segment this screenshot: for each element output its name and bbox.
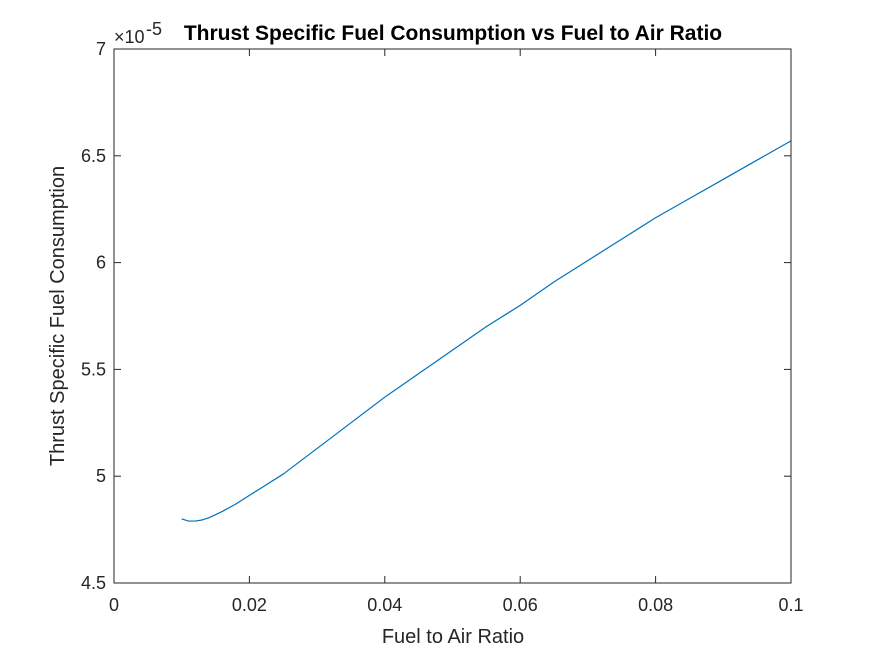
- series-line-0: [181, 140, 792, 522]
- y-tick-label: 5.5: [81, 359, 106, 379]
- y-tick-label: 5: [96, 466, 106, 486]
- axes-box: [113, 48, 792, 584]
- chart-title: Thrust Specific Fuel Consumption vs Fuel…: [184, 22, 722, 45]
- y-tick-label: 4.5: [81, 573, 106, 593]
- plot-lines: [181, 140, 792, 522]
- x-tick-label: 0.1: [778, 595, 803, 615]
- x-axis-label: Fuel to Air Ratio: [382, 626, 524, 648]
- y-tick-label: 6.5: [81, 146, 106, 166]
- plot-background: [114, 49, 791, 583]
- y-axis-label: Thrust Specific Fuel Consumption: [47, 166, 69, 466]
- x-tick-label: 0.06: [503, 595, 538, 615]
- x-tick-label: 0.04: [367, 595, 402, 615]
- x-tick-label: 0.08: [638, 595, 673, 615]
- x-tick-label: 0.02: [232, 595, 267, 615]
- x-tick-label: 0: [109, 595, 119, 615]
- ticks: [113, 48, 792, 584]
- y-exponent: -5: [146, 19, 162, 39]
- y-tick-label: 7: [96, 39, 106, 59]
- tick-labels: 0 0.02 0.04 0.06 0.08 0.1 4.5 5 5.5 6 6.5 7: [81, 39, 804, 615]
- y-exponent-base: ×10: [114, 27, 145, 47]
- y-tick-label: 6: [96, 253, 106, 273]
